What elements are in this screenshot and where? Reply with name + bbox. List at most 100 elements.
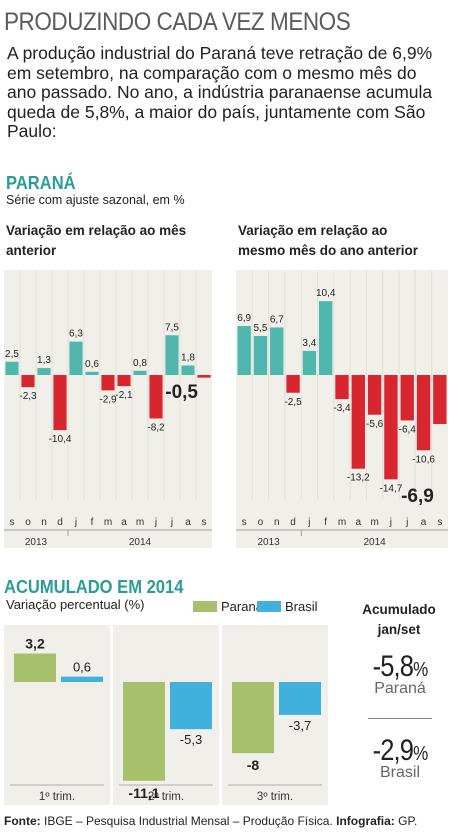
chart1-tick-label-10: j <box>170 517 173 528</box>
chart1-tick-label-2: n <box>41 517 47 528</box>
chart1-background <box>4 270 212 548</box>
cumulative-parana-value: -5,8 <box>372 650 414 683</box>
chart2-value-label-8: -5,6 <box>366 419 384 430</box>
chart2-value-label-7: -13,2 <box>347 473 370 484</box>
quarterly-accumulated-chart: 1º trim. 3,2 0,6 2º trim.-11,1 -5,3 3º trim. -… <box>4 625 328 805</box>
chart2-tick-label-3: d <box>290 517 296 528</box>
chart1-bar-11 <box>181 365 195 375</box>
chart2-bar-10 <box>400 375 414 421</box>
chart1-tick-label-6: m <box>104 517 112 528</box>
accumulated-subtitle: Variação percentual (%) <box>6 597 145 612</box>
cumulative-parana-label: Paraná <box>374 680 426 697</box>
chart1-bar-8 <box>133 370 147 375</box>
chart2-value-label-4: 3,4 <box>302 338 316 349</box>
chart1-value-label-4: 6,3 <box>69 329 83 340</box>
chart3-bar-parana-1 <box>123 682 165 781</box>
chart2-bar-2 <box>270 327 284 375</box>
chart1-tick-label-0: s <box>10 517 15 528</box>
footer-credit-text: GP. <box>394 814 418 828</box>
chart2-value-label-10: -6,4 <box>399 424 417 435</box>
cumulative-parana-value-row: -5,8% <box>358 650 443 684</box>
chart1-tick-label-5: f <box>91 517 94 528</box>
chart1-bar-1 <box>21 375 35 388</box>
cumulative-divider <box>368 718 432 719</box>
chart1-bar-4 <box>69 341 83 375</box>
chart2-tick-label-10: j <box>405 517 408 528</box>
chart2-bar-1 <box>253 335 268 375</box>
chart1-value-label-2: 1,3 <box>37 355 51 366</box>
chart2-bar-8 <box>367 375 382 415</box>
chart2-bar-3 <box>286 375 300 393</box>
chart1-value-label-11: 1,8 <box>181 352 195 363</box>
chart1-bar-7 <box>117 375 131 387</box>
intro-text: A produção industrial do Paraná teve ret… <box>7 43 433 141</box>
chart1-value-label-1: -2,3 <box>19 391 37 402</box>
chart2-bar-0 <box>237 326 251 375</box>
footer-source-label: Fonte: <box>4 814 41 828</box>
chart2-value-label-6: -3,4 <box>333 403 351 414</box>
chart1-value-label-5: 0,6 <box>85 359 99 370</box>
chart2-tick-label-11: a <box>421 517 427 528</box>
cumulative-brasil-label: Brasil <box>379 764 420 781</box>
chart3-value-label-parana-2: -8 <box>247 757 260 773</box>
chart2-tick-label-0: s <box>242 517 247 528</box>
chart3-bar-brasil-2 <box>279 682 321 715</box>
legend-parana-swatch <box>193 601 217 612</box>
chart1-bar-5 <box>85 371 99 375</box>
footer-source-text: IBGE – Pesquisa Industrial Mensal – Prod… <box>40 814 337 828</box>
section-subtitle: Série com ajuste sazonal, em % <box>6 193 185 207</box>
footer-source: Fonte: IBGE – Pesquisa Industrial Mensal… <box>4 814 417 828</box>
chart1-bar-6 <box>101 375 115 391</box>
chart2-year-label-0: 2013 <box>257 537 280 548</box>
cumulative-brasil-value: -2,9 <box>372 734 414 767</box>
chart3-panel-0 <box>4 625 110 805</box>
chart3-bar-parana-2 <box>232 682 274 754</box>
chart2-tick-label-1: o <box>258 517 264 528</box>
chart2-bar-7 <box>351 375 365 469</box>
chart2-tick-label-4: j <box>307 517 310 528</box>
monthly-variation-chart: 2,5 -2,3 1,3 -10,4 6,3 0,6 -2,9-2,1 0,8 -8,2 7,5 1… <box>4 270 212 548</box>
chart1-tick-label-7: a <box>121 517 127 528</box>
chart2-tick-label-6: m <box>338 517 346 528</box>
chart3-category-label-1: 2º trim. <box>148 791 184 803</box>
chart1-bar-12 <box>197 375 211 378</box>
chart3-bar-brasil-0 <box>61 676 103 682</box>
chart2-value-label-9: -14,7 <box>380 483 403 494</box>
chart1-value-label-0: 2,5 <box>5 349 19 360</box>
chart1-bar-0 <box>5 361 19 375</box>
yearly-variation-chart: 6,95,56,7-2,53,410,4-3,4-13,2-5,6-14,7-6… <box>236 270 448 548</box>
chart1-tick-label-12: s <box>202 517 207 528</box>
chart1-value-label-6: -2,9 <box>99 394 117 405</box>
chart2-tick-label-12: s <box>437 517 442 528</box>
chart1-title: Variação em relação ao mês anterior <box>6 223 187 258</box>
chart1-tick-label-3: d <box>57 517 63 528</box>
legend-parana: Paraná <box>193 599 263 614</box>
chart2-value-label-3: -2,5 <box>284 397 302 408</box>
chart2-bar-9 <box>384 375 398 480</box>
chart1-bar-9 <box>149 375 163 419</box>
chart2-value-label-11: -10,6 <box>412 454 435 465</box>
chart2-bar-11 <box>416 375 431 451</box>
chart3-value-label-brasil-1: -5,3 <box>180 732 202 747</box>
chart2-bar-4 <box>302 350 317 375</box>
chart1-tick-label-11: a <box>185 517 191 528</box>
cumulative-brasil: -2,9% Brasil <box>350 734 450 782</box>
chart2-value-label-5: 10,4 <box>316 288 336 299</box>
chart1-value-label-9: -8,2 <box>147 422 165 433</box>
chart2-bar-12 <box>433 375 447 424</box>
chart2-tick-label-5: f <box>324 517 327 528</box>
chart1-bar-10 <box>165 335 179 375</box>
chart2-title: Variação em relação ao mesmo mês do ano … <box>238 223 419 258</box>
chart3-category-label-2: 3º trim. <box>257 791 293 803</box>
section-heading-accumulated: ACUMULADO EM 2014 <box>4 577 184 597</box>
chart1-year-label-0: 2013 <box>25 537 48 548</box>
chart3-bar-parana-0 <box>14 653 56 682</box>
cumulative-parana: -5,8% Paraná <box>350 650 450 698</box>
legend-parana-label: Paraná <box>221 599 263 614</box>
chart3-value-label-brasil-2: -3,7 <box>289 718 311 733</box>
chart1-value-label-10: 7,5 <box>165 322 179 333</box>
cumulative-title: Acumulado jan/set <box>362 602 436 637</box>
chart2-value-label-1: 5,5 <box>254 323 268 334</box>
cumulative-brasil-pct: % <box>413 743 428 765</box>
chart3-value-label-brasil-0: 0,6 <box>73 660 91 675</box>
